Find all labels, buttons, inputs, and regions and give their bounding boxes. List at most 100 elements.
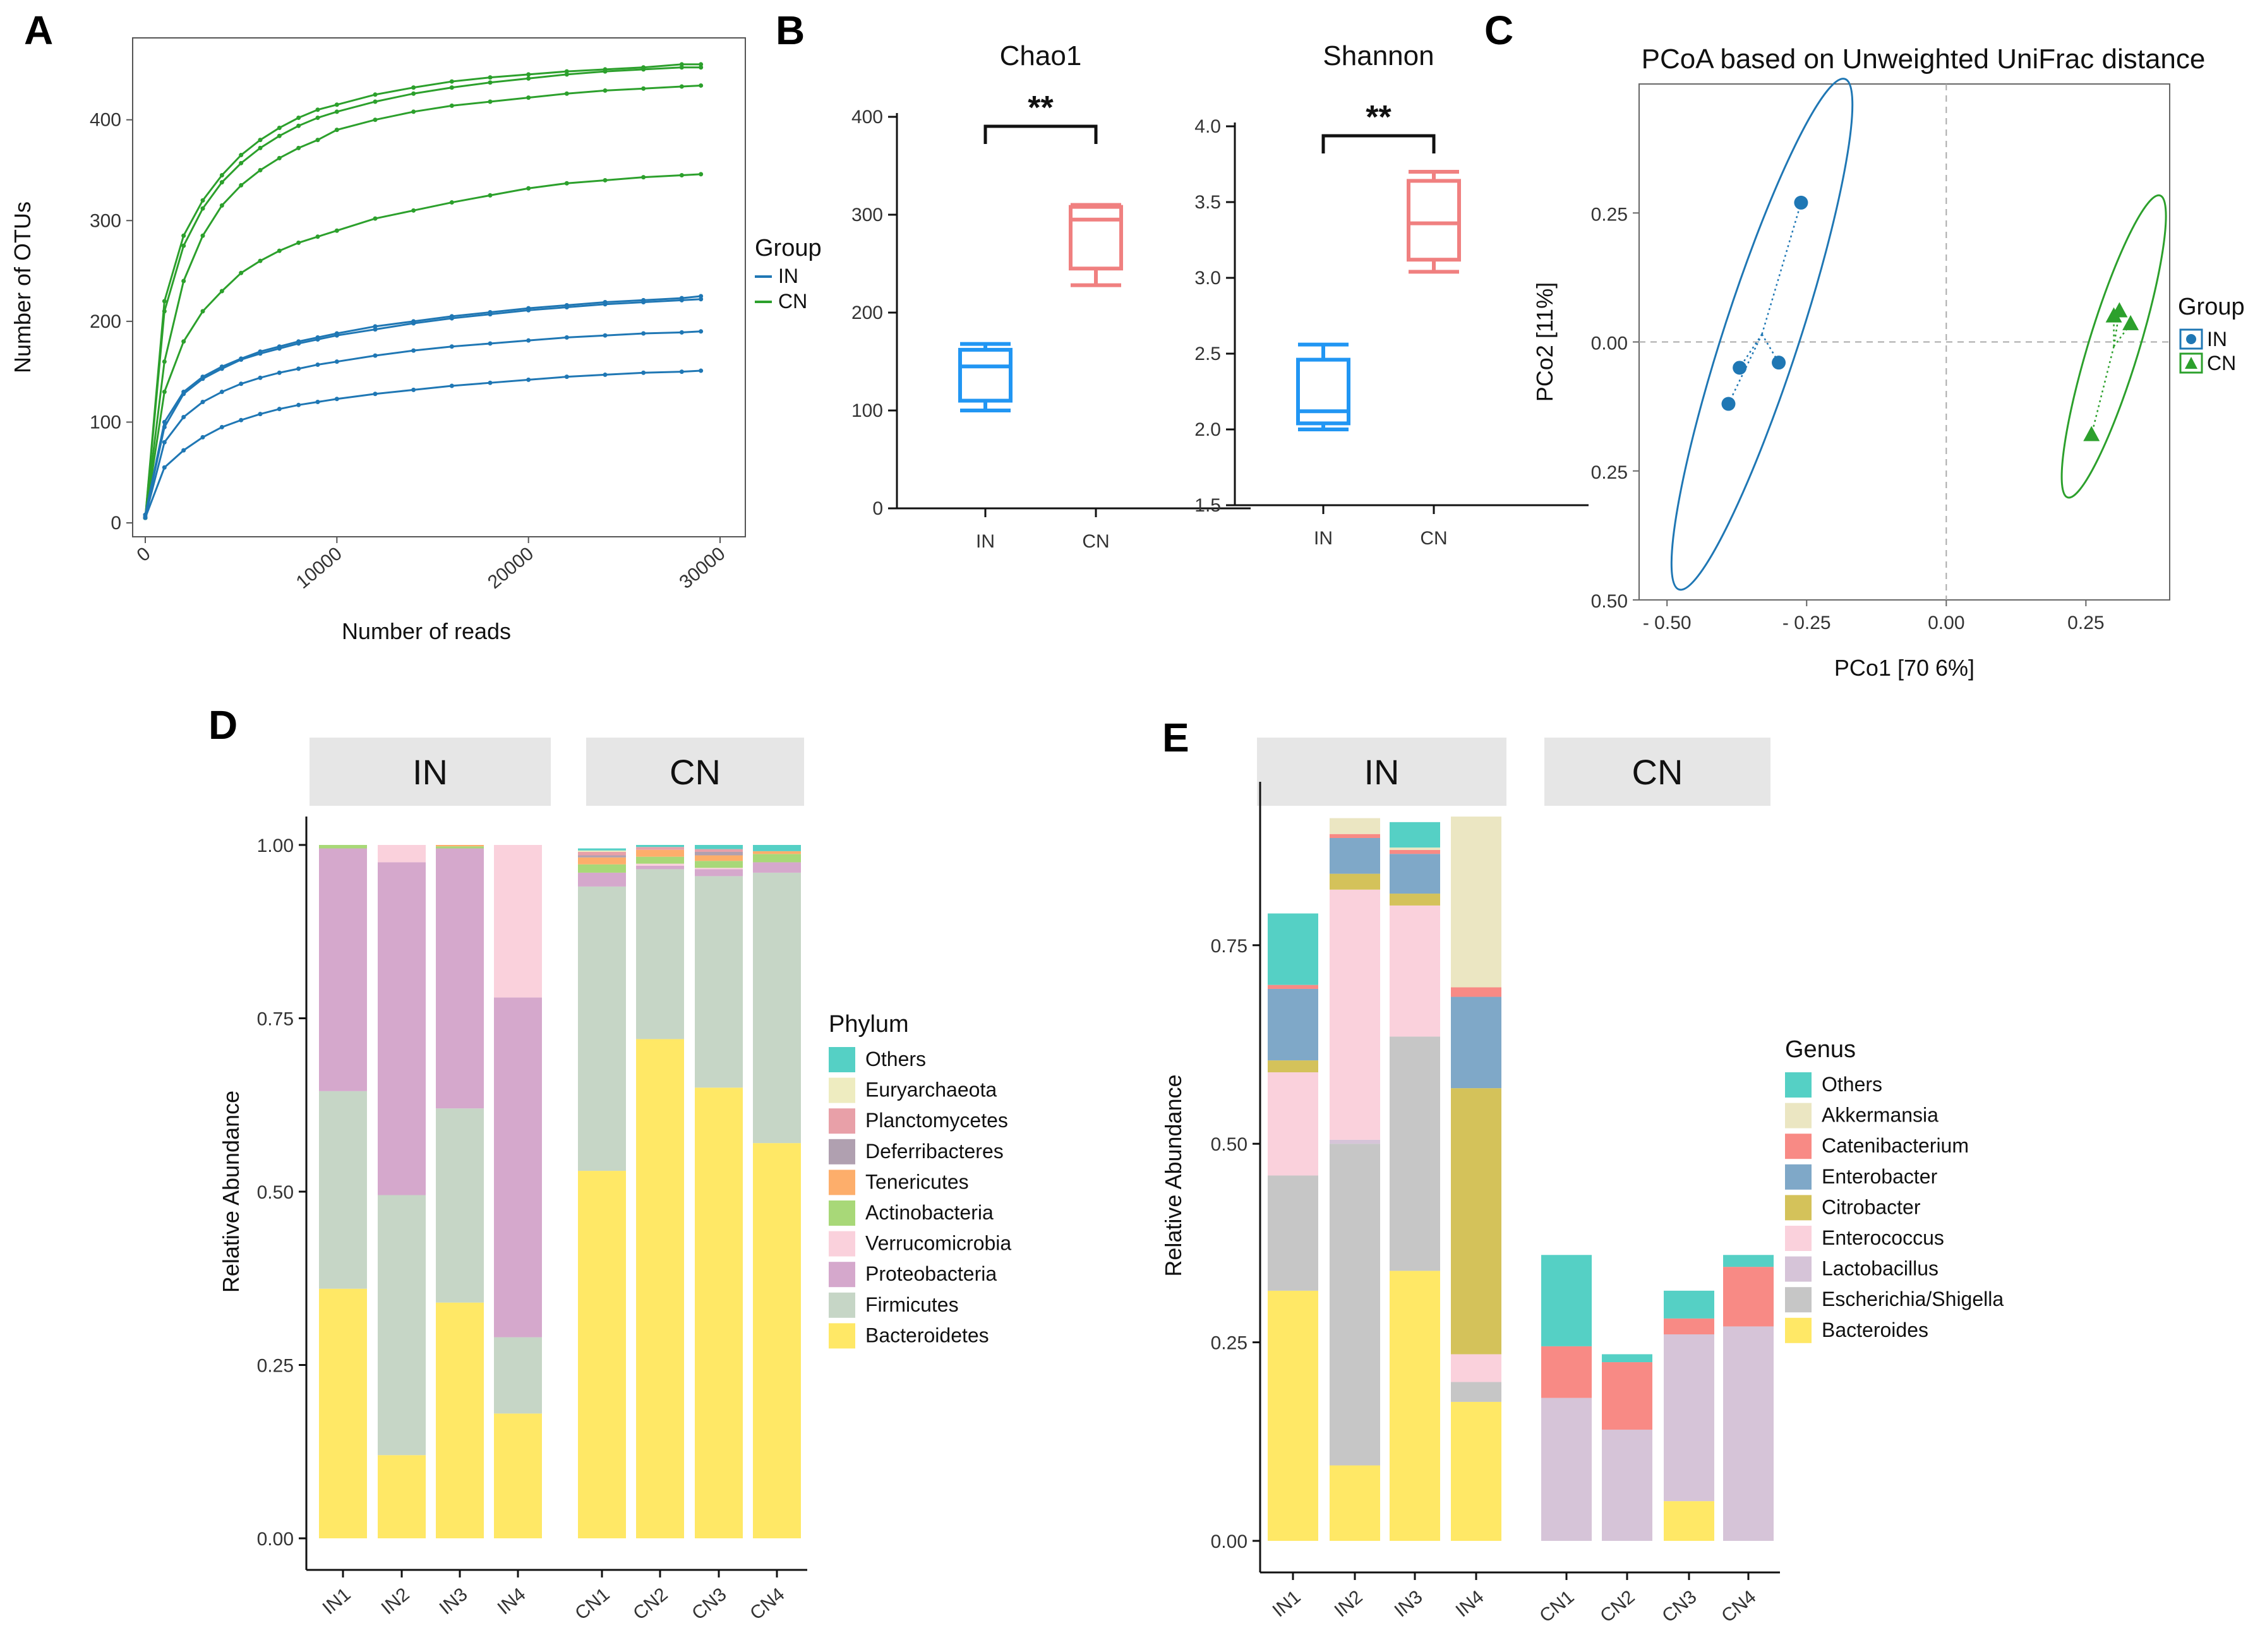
spider-line bbox=[1761, 333, 1780, 363]
rarefaction-line-cn bbox=[144, 66, 701, 518]
legend-swatch bbox=[1785, 1317, 1812, 1343]
rarefaction-point bbox=[488, 99, 493, 104]
legend-label: CN bbox=[778, 290, 807, 313]
rarefaction-point bbox=[603, 69, 608, 74]
bar-segment-bacteroides bbox=[1451, 1401, 1501, 1541]
legend-label: Deferribacteres bbox=[865, 1140, 1004, 1163]
legend-swatch bbox=[829, 1231, 855, 1257]
rarefaction-point bbox=[526, 76, 531, 81]
bar-segment-citrobacter bbox=[1268, 1060, 1318, 1073]
legend-swatch bbox=[1785, 1164, 1812, 1190]
y-tick-label: 300 bbox=[851, 205, 883, 225]
rarefaction-point bbox=[488, 80, 493, 85]
sample-point-in bbox=[1772, 356, 1786, 370]
y-axis-label: Relative Abundance bbox=[218, 1091, 244, 1293]
rarefaction-point bbox=[200, 206, 205, 211]
legend-label: Enterobacter bbox=[1822, 1165, 1938, 1188]
y-tick-label: 400 bbox=[851, 107, 883, 128]
bar-segment-proteobacteria bbox=[753, 862, 801, 873]
legend-swatch bbox=[1785, 1134, 1812, 1159]
rarefaction-point bbox=[181, 448, 186, 453]
rarefaction-point bbox=[277, 370, 282, 375]
y-tick-label: 100 bbox=[90, 412, 121, 433]
rarefaction-line-cn bbox=[144, 63, 701, 518]
legend-swatch bbox=[829, 1262, 855, 1288]
rarefaction-point bbox=[143, 515, 148, 520]
bar-segment-bacteroidetes bbox=[494, 1413, 542, 1538]
legend-label: IN bbox=[778, 265, 798, 287]
y-tick-label: 200 bbox=[90, 311, 121, 332]
rarefaction-point bbox=[449, 316, 454, 321]
rarefaction-point bbox=[258, 138, 263, 143]
facet-strip-cn bbox=[1544, 738, 1770, 806]
chao1-boxplot: 0 100 200 300 400 IN CN ** Chao1 bbox=[851, 40, 1251, 552]
box-cn bbox=[1407, 179, 1461, 262]
y-axis-label: Number of OTUs bbox=[9, 201, 35, 373]
rarefaction-point bbox=[181, 243, 186, 248]
rarefaction-point bbox=[239, 183, 244, 188]
bar-segment-others bbox=[695, 845, 743, 849]
bar-segment-proteobacteria bbox=[695, 869, 743, 877]
sample-point-cn bbox=[2083, 426, 2100, 441]
chart-title: Chao1 bbox=[1000, 40, 1082, 71]
y-tick-label: 2.5 bbox=[1194, 344, 1221, 364]
legend-label: Catenibacterium bbox=[1822, 1134, 1969, 1157]
x-tick-label: CN bbox=[1420, 528, 1447, 549]
y-tick-label: 0.00 bbox=[257, 1529, 294, 1550]
facet-strip-in bbox=[310, 738, 551, 806]
bar-segment-bacteroidetes bbox=[319, 1288, 367, 1538]
legend-label: Firmicutes bbox=[865, 1293, 959, 1316]
bar-segment-proteobacteria bbox=[494, 997, 542, 1338]
bar-segment-verrucomicrobia bbox=[695, 868, 743, 870]
legend-title: Phylum bbox=[829, 1011, 909, 1038]
bar-segment-lactobacillus bbox=[1541, 1398, 1592, 1541]
rarefaction-point bbox=[411, 91, 416, 96]
bar-segment-deferribacteres bbox=[578, 855, 626, 858]
rarefaction-point bbox=[277, 155, 282, 160]
bar-segment-others bbox=[1602, 1354, 1652, 1363]
chart-title: PCoA based on Unweighted UniFrac distanc… bbox=[1642, 44, 2206, 75]
x-tick-label: CN bbox=[1082, 531, 1109, 552]
legend-swatch bbox=[829, 1077, 855, 1103]
legend-swatch bbox=[1785, 1195, 1812, 1221]
bar-segment-enterobacter bbox=[1451, 997, 1501, 1089]
y-axis-label: Relative Abundance bbox=[1160, 1074, 1186, 1276]
legend-label: Planctomycetes bbox=[865, 1109, 1008, 1132]
y-tick-label: 0.75 bbox=[257, 1009, 294, 1030]
rarefaction-point bbox=[181, 339, 186, 344]
bar-segment-catenibacterium bbox=[1602, 1362, 1652, 1430]
legend-swatch bbox=[829, 1139, 855, 1164]
facet-strip-in bbox=[1257, 738, 1506, 806]
rarefaction-point bbox=[564, 72, 569, 77]
bar-segment-escherichia-shigella bbox=[1330, 1144, 1380, 1466]
bar-segment-enterobacter bbox=[1268, 988, 1318, 1061]
bar-segment-firmicutes bbox=[695, 876, 743, 1088]
y-tick-label: 0.00 bbox=[1591, 333, 1628, 354]
bar-segment-bacteroides bbox=[1664, 1501, 1714, 1541]
bar-segment-verrucomicrobia bbox=[378, 845, 426, 863]
rarefaction-point bbox=[488, 341, 493, 346]
rarefaction-point bbox=[679, 330, 684, 335]
legend-label: IN bbox=[2207, 328, 2227, 350]
rarefaction-point bbox=[699, 172, 704, 177]
bar-segment-bacteroidetes bbox=[378, 1455, 426, 1538]
rarefaction-point bbox=[315, 234, 320, 239]
bar-segment-akkermansia bbox=[1451, 817, 1501, 988]
rarefaction-point bbox=[641, 175, 646, 180]
legend-marker bbox=[2186, 334, 2196, 344]
y-tick-label: 0.50 bbox=[1211, 1134, 1247, 1155]
rarefaction-point bbox=[411, 348, 416, 353]
x-tick-label: CN2 bbox=[629, 1584, 671, 1624]
bar-segment-firmicutes bbox=[636, 869, 684, 1039]
y-tick-label: 0.50 bbox=[1591, 591, 1628, 612]
rarefaction-point bbox=[258, 167, 263, 172]
rarefaction-point bbox=[296, 366, 301, 371]
rarefaction-point bbox=[162, 390, 167, 395]
rarefaction-point bbox=[526, 186, 531, 191]
x-tick-label: IN2 bbox=[1331, 1586, 1367, 1621]
x-tick-label: - 0.50 bbox=[1643, 613, 1692, 633]
rarefaction-point bbox=[449, 85, 454, 90]
rarefaction-point bbox=[526, 308, 531, 313]
rarefaction-point bbox=[679, 62, 684, 67]
